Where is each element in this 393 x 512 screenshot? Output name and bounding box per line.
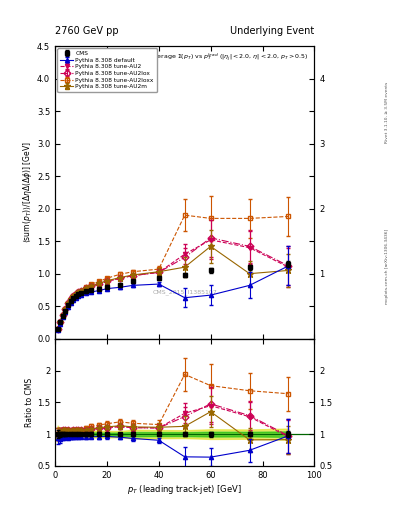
Text: 2760 GeV pp: 2760 GeV pp: [55, 26, 119, 36]
Y-axis label: Ratio to CMS: Ratio to CMS: [25, 378, 34, 427]
Text: CMS_2015_I1385107: CMS_2015_I1385107: [152, 289, 217, 295]
Text: Rivet 3.1.10, ≥ 3.5M events: Rivet 3.1.10, ≥ 3.5M events: [385, 82, 389, 143]
Text: Underlying Event: Underlying Event: [230, 26, 314, 36]
X-axis label: $p_T$ (leading track-jet) [GeV]: $p_T$ (leading track-jet) [GeV]: [127, 482, 242, 496]
Text: mcplots.cern.ch [arXiv:1306.3436]: mcplots.cern.ch [arXiv:1306.3436]: [385, 229, 389, 304]
Legend: CMS, Pythia 8.308 default, Pythia 8.308 tune-AU2, Pythia 8.308 tune-AU2lox, Pyth: CMS, Pythia 8.308 default, Pythia 8.308 …: [57, 49, 157, 92]
Text: Average $\Sigma(p_T)$ vs $p_T^{lead}$ ($|\eta_j|<2.0$, $\eta|<2.0$, $p_T>0.5$): Average $\Sigma(p_T)$ vs $p_T^{lead}$ ($…: [149, 52, 309, 63]
Y-axis label: $\langle$sum$(p_T)\rangle$/$[\Delta\eta\Delta(\Delta\phi)]$ [GeV]: $\langle$sum$(p_T)\rangle$/$[\Delta\eta\…: [21, 141, 34, 243]
